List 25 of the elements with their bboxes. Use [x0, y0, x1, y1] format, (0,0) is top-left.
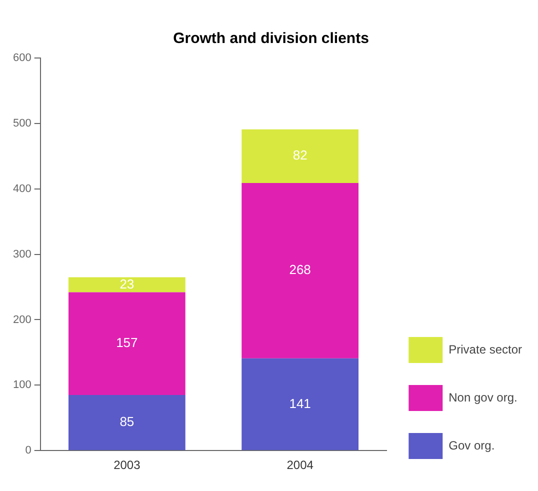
bar: [68, 292, 186, 395]
data-label: 141: [289, 396, 311, 411]
x-tick-label: 2004: [286, 458, 314, 472]
y-tick-label: 200: [12, 314, 32, 326]
data-label: 23: [120, 276, 134, 292]
y-tick-label: 600: [12, 52, 32, 64]
legend-label: Gov org.: [448, 438, 495, 452]
bar: [68, 394, 186, 450]
y-tick-label: 0: [25, 444, 32, 457]
x-tick-label: 2003: [114, 458, 141, 472]
y-tick-label: 100: [12, 379, 32, 392]
bar: [242, 182, 359, 358]
chart-title: Growth and division clients: [173, 30, 369, 48]
data-label: 157: [116, 335, 138, 350]
y-tick-label: 400: [12, 182, 32, 195]
data-label: 268: [289, 262, 311, 278]
bar: [242, 129, 359, 183]
data-label: 82: [292, 148, 308, 163]
data-label: 85: [120, 414, 134, 430]
bar: [242, 358, 359, 450]
bar: [68, 277, 186, 292]
legend-label: Non gov org.: [448, 390, 518, 404]
legend-label: Private sector: [448, 342, 522, 356]
y-tick-label: 300: [12, 248, 32, 260]
y-tick-label: 500: [12, 117, 32, 130]
